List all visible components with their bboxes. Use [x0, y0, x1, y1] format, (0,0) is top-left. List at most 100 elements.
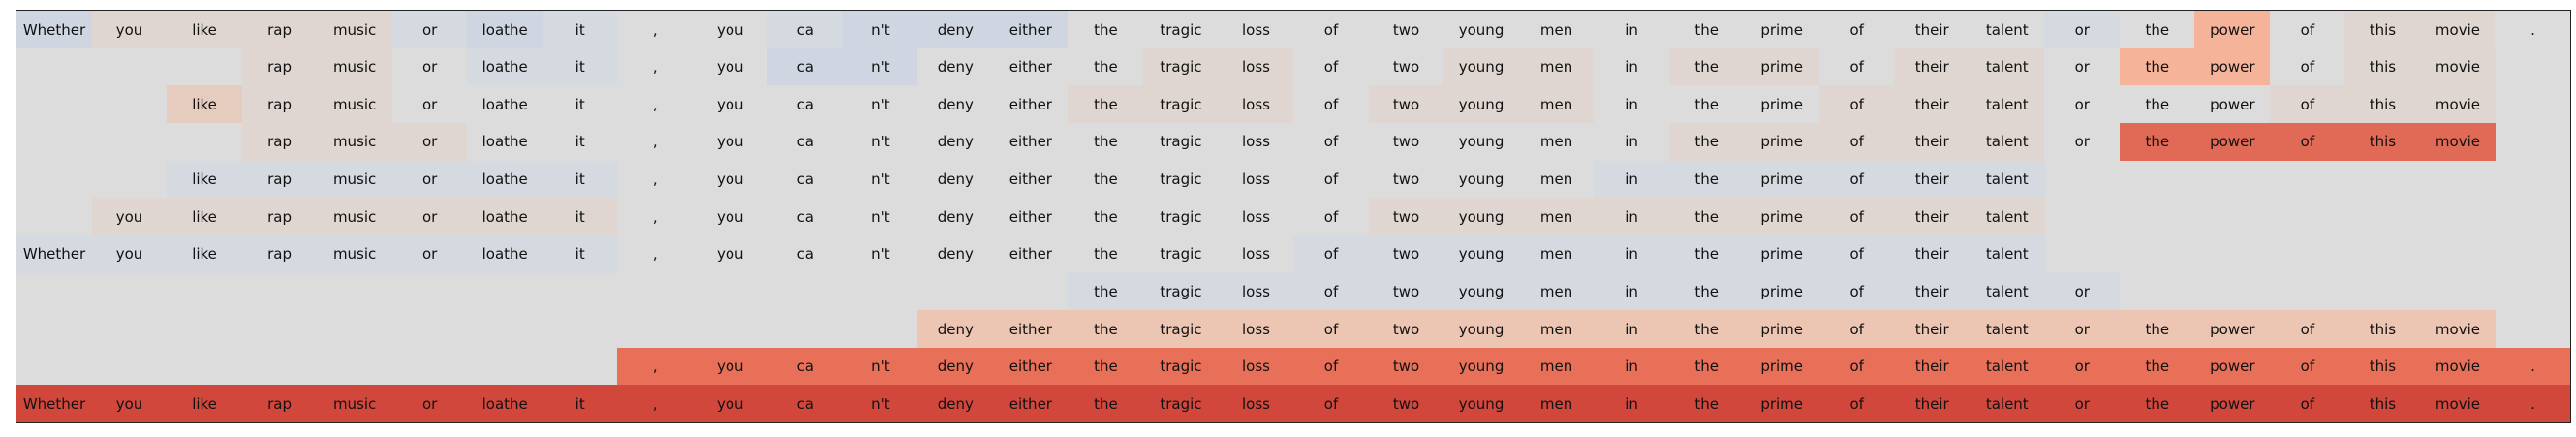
token-cell: tragic — [1142, 347, 1219, 386]
token-cell: this — [2344, 11, 2421, 49]
token-cell: or — [391, 234, 468, 273]
token-cell: deny — [917, 198, 994, 236]
token-cell: of — [1293, 11, 1370, 49]
token-cell: or — [2044, 272, 2121, 311]
token-cell: you — [692, 347, 768, 386]
token-cell: , — [617, 198, 694, 236]
token-cell: the — [1068, 272, 1144, 311]
token-cell: the — [2119, 347, 2195, 386]
token-cell: either — [992, 122, 1069, 162]
token-cell: loss — [1218, 310, 1294, 349]
token-cell: their — [1894, 160, 1971, 199]
token-cell: it — [542, 385, 618, 422]
token-cell: men — [1518, 11, 1595, 49]
token-cell: ca — [767, 198, 844, 236]
token-cell: of — [2269, 11, 2345, 49]
token-cell: you — [692, 11, 768, 49]
token-cell: the — [1668, 122, 1745, 162]
token-cell: music — [317, 234, 393, 273]
token-cell: you — [692, 122, 768, 162]
token-cell: the — [1068, 85, 1144, 124]
token-cell: talent — [1969, 198, 2045, 236]
token-cell: prime — [1744, 85, 1820, 124]
token-cell: two — [1368, 234, 1444, 273]
token-cell: like — [167, 160, 243, 199]
token-cell: n't — [842, 347, 918, 386]
token-cell: their — [1894, 385, 1971, 422]
token-cell: ca — [767, 347, 844, 386]
token-cell: music — [317, 85, 393, 124]
token-cell: men — [1518, 385, 1595, 422]
token-cell: the — [1068, 11, 1144, 49]
token-cell: talent — [1969, 234, 2045, 273]
token-cell: of — [2269, 122, 2345, 162]
token-cell: music — [317, 160, 393, 199]
token-cell: loss — [1218, 198, 1294, 236]
token-cell: or — [391, 160, 468, 199]
token-cell: in — [1594, 47, 1670, 86]
token-cell: of — [1818, 47, 1895, 86]
token-cell: tragic — [1142, 234, 1219, 273]
token-cell: loss — [1218, 160, 1294, 199]
token-cell: n't — [842, 385, 918, 422]
token-cell: in — [1594, 310, 1670, 349]
token-cell: like — [167, 385, 243, 422]
token-cell: rap — [241, 47, 318, 86]
token-cell: n't — [842, 160, 918, 199]
token-cell: of — [1818, 160, 1895, 199]
token-cell: the — [1668, 85, 1745, 124]
token-cell: this — [2344, 122, 2421, 162]
token-cell: prime — [1744, 198, 1820, 236]
token-cell: loathe — [467, 160, 543, 199]
token-cell: tragic — [1142, 198, 1219, 236]
token-cell: loathe — [467, 385, 543, 422]
token-cell: you — [91, 234, 168, 273]
token-cell: their — [1894, 47, 1971, 86]
token-cell: . — [2495, 385, 2570, 422]
token-cell: you — [692, 198, 768, 236]
token-cell: their — [1894, 347, 1971, 386]
token-cell: ca — [767, 234, 844, 273]
token-cell: deny — [917, 385, 994, 422]
token-cell: either — [992, 385, 1069, 422]
token-cell: of — [2269, 310, 2345, 349]
token-cell: the — [2119, 122, 2195, 162]
token-cell: of — [1818, 85, 1895, 124]
token-cell: men — [1518, 85, 1595, 124]
token-cell: of — [1818, 385, 1895, 422]
token-cell: of — [1818, 122, 1895, 162]
token-cell: like — [167, 11, 243, 49]
token-cell: prime — [1744, 310, 1820, 349]
token-cell: either — [992, 47, 1069, 86]
token-cell: Whether — [16, 385, 93, 422]
token-cell: this — [2344, 347, 2421, 386]
token-cell: two — [1368, 85, 1444, 124]
token-cell: movie — [2419, 122, 2496, 162]
token-cell: their — [1894, 272, 1971, 311]
token-cell: the — [1668, 234, 1745, 273]
token-cell: tragic — [1142, 11, 1219, 49]
token-cell: , — [617, 85, 694, 124]
token-cell: two — [1368, 385, 1444, 422]
token-cell: young — [1443, 272, 1520, 311]
token-cell: Whether — [16, 234, 93, 273]
token-cell: n't — [842, 47, 918, 86]
token-cell: talent — [1969, 11, 2045, 49]
token-cell: or — [2044, 11, 2121, 49]
token-cell: in — [1594, 11, 1670, 49]
token-cell: rap — [241, 122, 318, 162]
token-cell: loathe — [467, 47, 543, 86]
token-cell: of — [2269, 385, 2345, 422]
token-cell: tragic — [1142, 47, 1219, 86]
token-cell: loss — [1218, 234, 1294, 273]
token-cell: two — [1368, 11, 1444, 49]
token-cell: the — [1668, 11, 1745, 49]
token-cell: the — [2119, 85, 2195, 124]
token-cell: two — [1368, 160, 1444, 199]
token-cell: young — [1443, 122, 1520, 162]
token-cell: their — [1894, 234, 1971, 273]
token-cell: loss — [1218, 122, 1294, 162]
token-cell: of — [1818, 347, 1895, 386]
token-cell: young — [1443, 347, 1520, 386]
token-cell: loathe — [467, 234, 543, 273]
